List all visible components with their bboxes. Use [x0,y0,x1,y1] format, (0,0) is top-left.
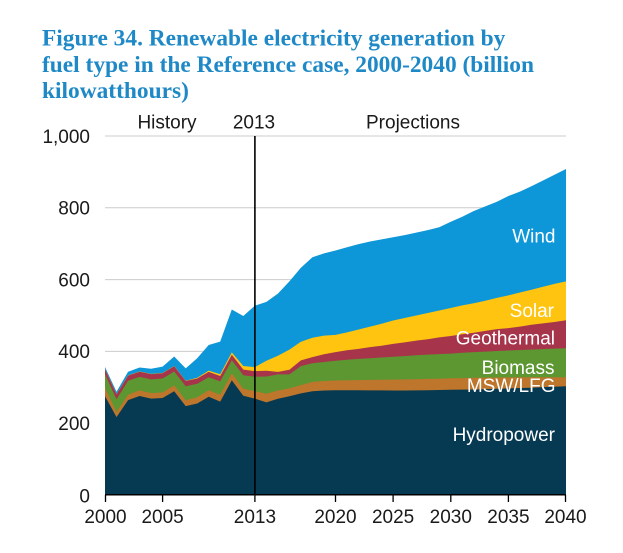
svg-text:2020: 2020 [314,507,356,528]
svg-text:Geothermal: Geothermal [456,329,555,350]
svg-text:MSW/LFG: MSW/LFG [467,376,556,397]
svg-text:Hydropower: Hydropower [453,425,556,446]
svg-text:600: 600 [58,270,90,291]
svg-text:Wind: Wind [512,226,555,247]
svg-text:kilowatthours): kilowatthours) [42,78,189,104]
svg-text:2013: 2013 [233,113,275,134]
svg-text:800: 800 [58,199,90,220]
svg-text:200: 200 [58,414,90,435]
svg-text:2025: 2025 [372,507,414,528]
svg-text:1,000: 1,000 [42,127,90,148]
svg-text:History: History [137,113,197,134]
svg-text:Solar: Solar [510,301,555,322]
svg-text:2000: 2000 [84,507,126,528]
svg-text:2040: 2040 [544,507,586,528]
svg-text:0: 0 [79,487,90,508]
svg-text:Projections: Projections [366,113,460,134]
svg-text:400: 400 [58,342,90,363]
svg-text:2030: 2030 [430,507,472,528]
svg-text:2013: 2013 [234,507,276,528]
svg-text:fuel type in the Reference cas: fuel type in the Reference case, 2000-20… [42,52,534,78]
svg-text:2005: 2005 [141,507,183,528]
svg-text:Figure 34. Renewable electrici: Figure 34. Renewable electricity generat… [42,26,506,52]
svg-text:Biomass: Biomass [482,358,555,379]
svg-text:2035: 2035 [487,507,529,528]
